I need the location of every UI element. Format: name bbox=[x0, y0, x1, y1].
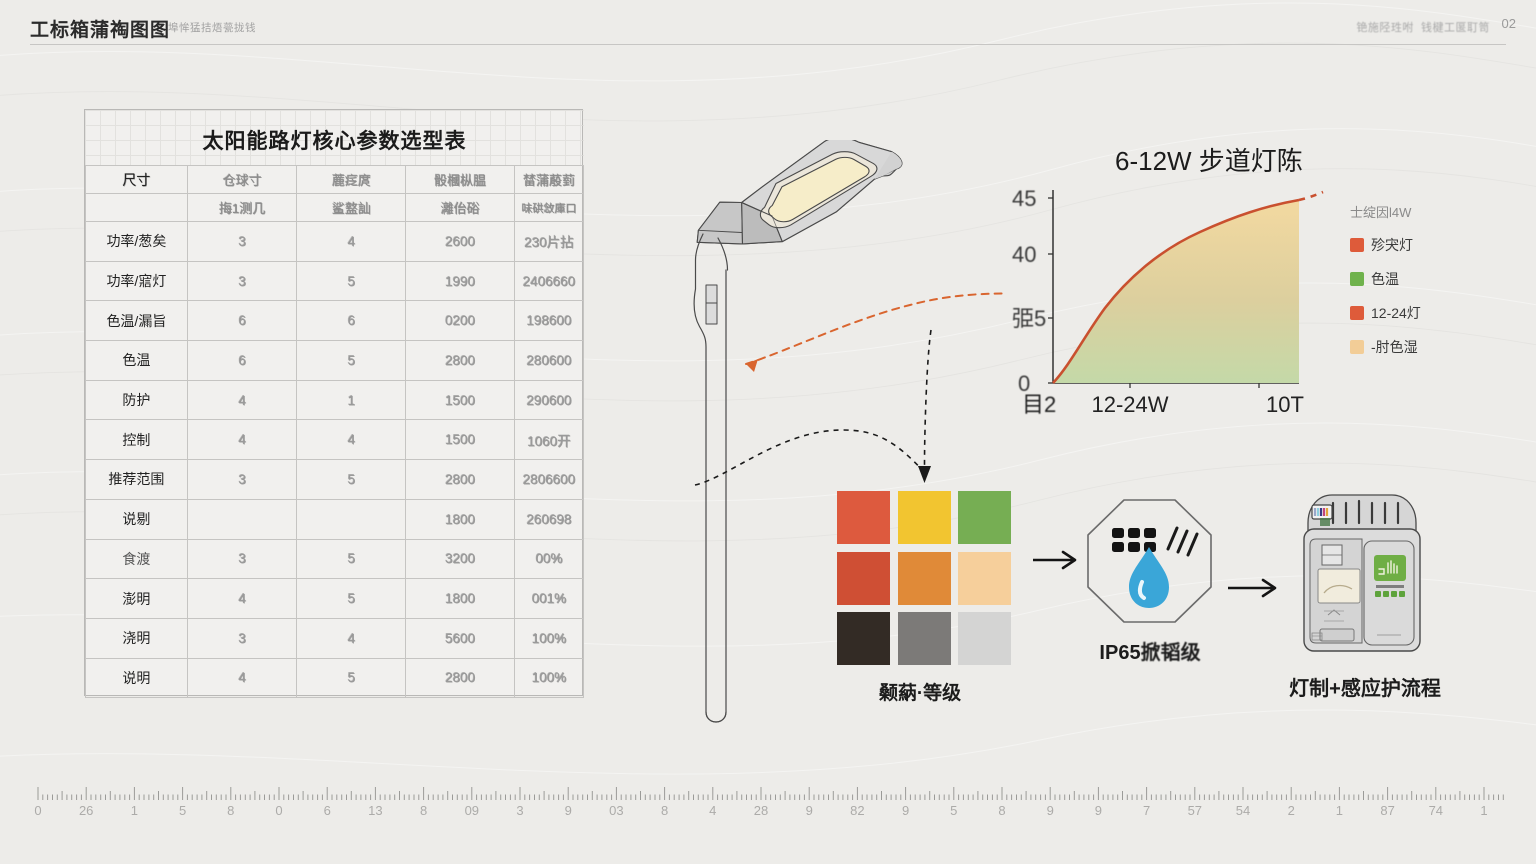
svg-text:9: 9 bbox=[1095, 803, 1102, 818]
svg-text:8: 8 bbox=[420, 803, 427, 818]
svg-text:13: 13 bbox=[368, 803, 382, 818]
svg-text:5: 5 bbox=[950, 803, 957, 818]
svg-text:10T: 10T bbox=[1266, 392, 1304, 417]
svg-text:1: 1 bbox=[131, 803, 138, 818]
svg-text:8: 8 bbox=[227, 803, 234, 818]
svg-text:45: 45 bbox=[1012, 186, 1036, 211]
svg-text:0: 0 bbox=[275, 803, 282, 818]
svg-text:26: 26 bbox=[79, 803, 93, 818]
svg-text:4: 4 bbox=[709, 803, 716, 818]
svg-text:7: 7 bbox=[1143, 803, 1150, 818]
svg-text:3: 3 bbox=[516, 803, 523, 818]
svg-text:9: 9 bbox=[902, 803, 909, 818]
svg-text:6-12W 步道灯陈: 6-12W 步道灯陈 bbox=[1115, 146, 1303, 176]
svg-text:54: 54 bbox=[1236, 803, 1250, 818]
svg-text:40: 40 bbox=[1012, 242, 1036, 267]
svg-text:12-24W: 12-24W bbox=[1091, 392, 1168, 417]
svg-text:9: 9 bbox=[1047, 803, 1054, 818]
svg-text:03: 03 bbox=[609, 803, 623, 818]
svg-text:09: 09 bbox=[465, 803, 479, 818]
svg-text:2: 2 bbox=[1288, 803, 1295, 818]
svg-text:0: 0 bbox=[34, 803, 41, 818]
svg-text:74: 74 bbox=[1429, 803, 1443, 818]
svg-text:57: 57 bbox=[1188, 803, 1202, 818]
svg-text:6: 6 bbox=[324, 803, 331, 818]
svg-text:9: 9 bbox=[565, 803, 572, 818]
svg-text:1: 1 bbox=[1480, 803, 1487, 818]
svg-text:1: 1 bbox=[1336, 803, 1343, 818]
svg-text:8: 8 bbox=[998, 803, 1005, 818]
svg-text:87: 87 bbox=[1380, 803, 1394, 818]
svg-text:5: 5 bbox=[179, 803, 186, 818]
svg-text:82: 82 bbox=[850, 803, 864, 818]
svg-text:9: 9 bbox=[806, 803, 813, 818]
svg-text:8: 8 bbox=[661, 803, 668, 818]
svg-text:28: 28 bbox=[754, 803, 768, 818]
